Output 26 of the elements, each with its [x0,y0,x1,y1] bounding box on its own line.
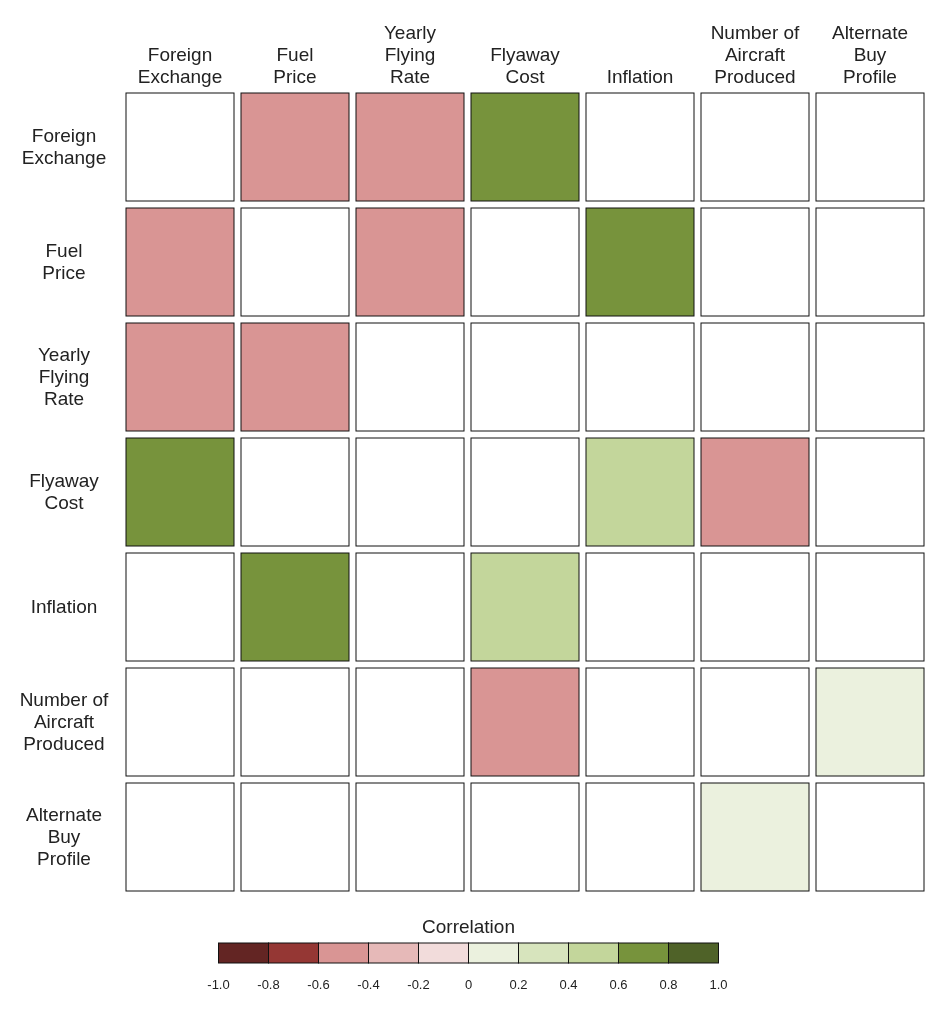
y-tick-label: Inflation [30,596,98,617]
color-bar-label: 0.4 [559,977,578,992]
color-bar-label: -0.4 [357,977,380,992]
x-tick-label: Inflation [606,66,674,87]
x-tick-label: Number of Aircraft Produced [710,22,801,87]
y-tick-label: Flyaway Cost [29,470,100,513]
y-tick-label: Fuel Price [42,240,86,283]
color-bar-label: -0.8 [257,977,280,992]
y-tick-label: Foreign Exchange [21,125,107,168]
color-bar-label: 1.0 [709,977,728,992]
x-tick-label: Fuel Price [273,44,317,87]
color-bar-label: 0.6 [609,977,628,992]
x-tick-label: Foreign Exchange [137,44,223,87]
color-bar-label: 0.8 [659,977,678,992]
color-bar-label: -0.2 [407,977,430,992]
x-tick-label: Flyaway Cost [490,44,561,87]
color-bar-label: 0 [464,977,473,992]
color-bar-label: -1.0 [207,977,230,992]
y-tick-label: Alternate Buy Profile [25,804,103,869]
y-tick-label: Number of Aircraft Produced [19,689,110,754]
x-tick-label: Alternate Buy Profile [831,22,909,87]
color-bar-label: 0.2 [509,977,528,992]
x-tick-label: Yearly Flying Rate [383,22,437,87]
y-tick-label: Yearly Flying Rate [37,344,91,409]
color-bar-label: -0.6 [307,977,330,992]
color-bar-title: Correlation [422,916,515,937]
